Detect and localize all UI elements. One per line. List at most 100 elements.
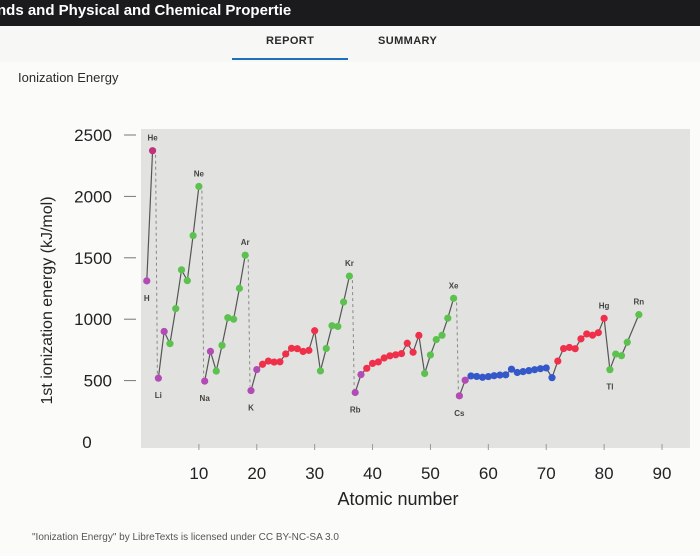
data-point bbox=[305, 346, 313, 354]
series-line-segment bbox=[233, 288, 241, 320]
data-point bbox=[195, 182, 203, 191]
data-point bbox=[253, 365, 261, 374]
x-tick-label: 40 bbox=[363, 464, 382, 483]
data-point bbox=[264, 357, 272, 365]
x-tick-label: 10 bbox=[189, 464, 208, 483]
data-point bbox=[287, 344, 296, 352]
data-point bbox=[340, 298, 348, 306]
series-line-segment bbox=[221, 317, 229, 346]
data-point bbox=[583, 330, 591, 338]
x-tick-label: 20 bbox=[247, 464, 266, 483]
data-point bbox=[392, 351, 400, 359]
data-point bbox=[172, 305, 180, 313]
period-drop-line bbox=[351, 280, 355, 389]
data-point bbox=[438, 331, 446, 339]
data-point bbox=[577, 335, 585, 343]
tab-report[interactable]: REPORT bbox=[266, 35, 315, 47]
x-tick-label: 50 bbox=[421, 464, 440, 483]
x-tick-label: 60 bbox=[479, 464, 498, 483]
series-line-segment bbox=[337, 301, 345, 327]
element-label: Ar bbox=[241, 238, 250, 247]
data-point bbox=[322, 344, 330, 353]
series-line-segment bbox=[169, 308, 177, 344]
element-label: Rb bbox=[350, 406, 361, 415]
data-point bbox=[588, 331, 597, 339]
series-line-segment bbox=[319, 348, 327, 372]
data-point bbox=[606, 366, 614, 374]
data-point bbox=[484, 372, 492, 381]
series-line-segment bbox=[626, 314, 640, 343]
y-tick-label: 500 bbox=[84, 372, 112, 391]
data-point bbox=[235, 284, 244, 292]
data-point bbox=[473, 372, 481, 381]
y-tick-label: 1000 bbox=[74, 310, 112, 329]
data-point bbox=[409, 348, 417, 356]
series-line-segment bbox=[146, 150, 154, 281]
data-point bbox=[397, 349, 406, 358]
series-line-segment bbox=[343, 275, 350, 303]
data-point bbox=[334, 322, 342, 331]
data-point bbox=[415, 331, 423, 340]
data-point bbox=[450, 294, 458, 302]
data-point bbox=[368, 359, 377, 368]
element-label: H bbox=[144, 294, 150, 303]
data-point bbox=[316, 367, 325, 375]
element-label: Xe bbox=[449, 281, 459, 290]
series-line-segment bbox=[175, 269, 183, 309]
image-credit: "Ionization Energy" by LibreTexts is lic… bbox=[32, 532, 339, 543]
data-point bbox=[270, 358, 278, 366]
data-point bbox=[519, 368, 527, 376]
data-point bbox=[258, 360, 267, 368]
data-point bbox=[177, 266, 186, 274]
data-point bbox=[594, 329, 602, 337]
plot-background bbox=[141, 129, 690, 448]
element-label: Ne bbox=[194, 169, 205, 178]
data-point bbox=[224, 314, 232, 322]
data-point bbox=[403, 339, 411, 347]
data-point bbox=[426, 351, 435, 359]
data-point bbox=[299, 347, 307, 356]
data-point bbox=[502, 371, 510, 379]
tab-bar: REPORT SUMMARY bbox=[0, 26, 700, 62]
data-point bbox=[542, 364, 550, 372]
tab-summary[interactable]: SUMMARY bbox=[378, 35, 438, 47]
data-point bbox=[525, 367, 533, 375]
period-drop-line bbox=[155, 154, 158, 375]
element-label: Li bbox=[155, 391, 162, 400]
data-point bbox=[363, 364, 371, 372]
data-point bbox=[230, 315, 238, 323]
element-label: He bbox=[147, 134, 158, 143]
data-point bbox=[328, 322, 336, 330]
data-point bbox=[386, 352, 394, 360]
data-point bbox=[467, 372, 475, 380]
data-point bbox=[374, 358, 382, 366]
x-tick-label: 90 bbox=[653, 464, 672, 483]
element-label: K bbox=[248, 404, 254, 413]
data-point bbox=[600, 314, 608, 322]
series-line-segment bbox=[418, 335, 426, 374]
series-line-segment bbox=[250, 369, 258, 391]
data-point bbox=[565, 343, 573, 352]
data-point bbox=[148, 147, 157, 155]
series-line-segment bbox=[314, 330, 322, 371]
data-point bbox=[380, 354, 388, 362]
data-point bbox=[282, 350, 290, 358]
data-point bbox=[461, 376, 469, 384]
data-point bbox=[154, 374, 162, 382]
series-line-segment bbox=[204, 351, 212, 382]
data-point bbox=[351, 388, 359, 397]
window-title-bar: nds and Physical and Chemical Propertie bbox=[0, 0, 700, 26]
data-point bbox=[311, 327, 319, 335]
data-point bbox=[635, 311, 643, 319]
data-point bbox=[623, 338, 631, 346]
data-point bbox=[531, 366, 539, 374]
data-point bbox=[507, 365, 516, 373]
data-point bbox=[212, 367, 220, 375]
ionization-energy-chart: 500 1000 1500 2000 2500 0 10 20 30 40 50 60 70 80 90 At… bbox=[39, 126, 690, 509]
y-axis-title: 1st ionization energy (kJ/mol) bbox=[39, 196, 56, 404]
data-point bbox=[496, 371, 504, 379]
series-line-segment bbox=[325, 325, 333, 349]
active-tab-indicator bbox=[232, 58, 348, 60]
data-point bbox=[421, 369, 429, 378]
x-axis-title: Atomic number bbox=[337, 489, 458, 509]
